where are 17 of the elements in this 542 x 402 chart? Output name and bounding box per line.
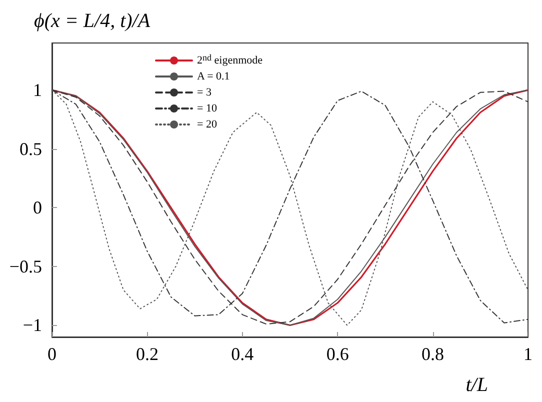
x-tick-label: 0 <box>48 344 56 364</box>
x-tick-label: 1 <box>524 344 532 364</box>
x-tick-label: 0.6 <box>326 344 349 364</box>
x-tick-label: 0.2 <box>136 344 158 364</box>
x-axis-title: t/L <box>466 374 488 396</box>
y-tick-label: −1 <box>22 315 42 336</box>
legend-label: A = 0.1 <box>197 70 230 82</box>
legend-label: = 3 <box>197 86 212 98</box>
legend-label: = 20 <box>197 118 218 130</box>
y-tick-label: 0.5 <box>20 138 42 159</box>
x-tick-label: 0.8 <box>422 344 444 364</box>
y-tick-label: −0.5 <box>9 256 42 276</box>
y-tick-label: 1 <box>33 80 42 100</box>
x-tick-label: 0.4 <box>231 344 254 364</box>
y-tick-label: 0 <box>33 198 42 218</box>
y-axis-title: ϕ(x = L/4, t)/A <box>34 10 151 32</box>
legend-label: = 10 <box>197 102 218 114</box>
